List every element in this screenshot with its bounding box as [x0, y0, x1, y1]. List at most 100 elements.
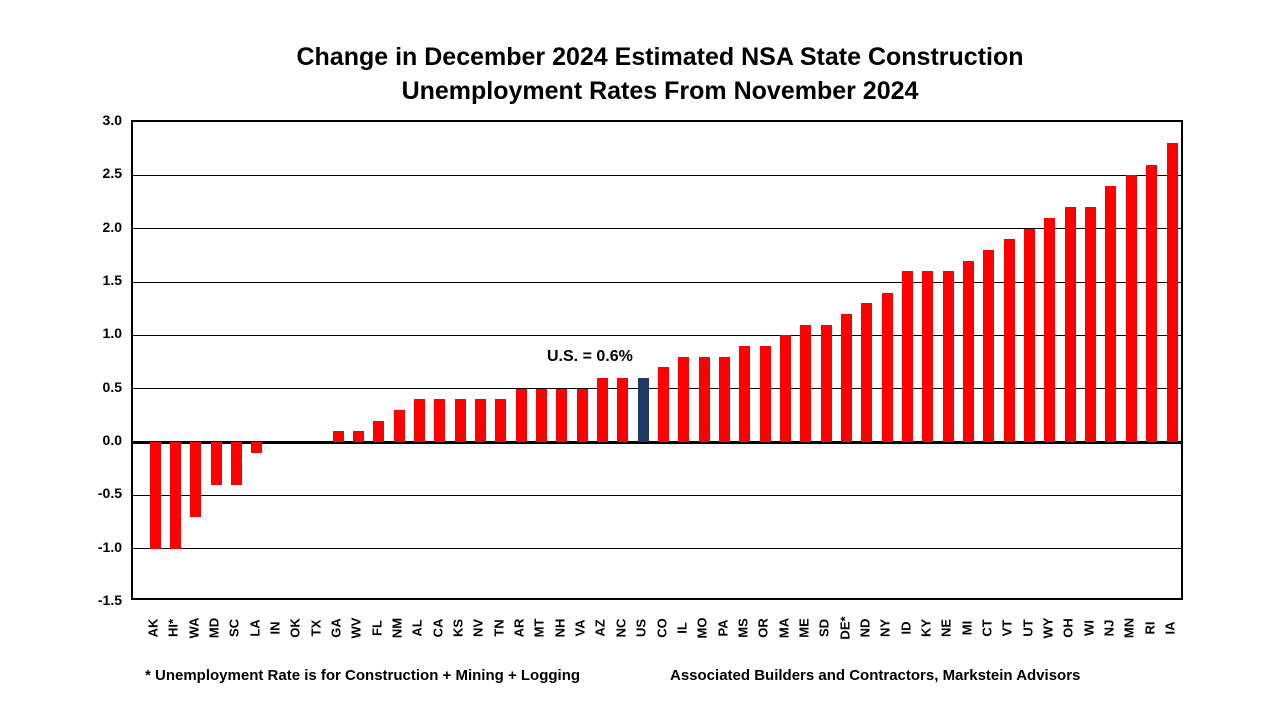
bar-OR: [759, 346, 771, 442]
x-tick-label-HI: HI*: [165, 618, 181, 638]
bar-OH: [1064, 207, 1076, 442]
x-tick-label-AZ: AZ: [592, 619, 608, 637]
x-tick-label-KS: KS: [450, 618, 466, 638]
x-tick-label-UT: UT: [1020, 619, 1036, 637]
gridline: [133, 228, 1181, 230]
y-tick-label: 0.0: [102, 432, 122, 448]
gridline: [133, 281, 1181, 283]
x-tick-label-NC: NC: [613, 618, 629, 638]
x-tick-label-MO: MO: [694, 617, 710, 639]
bar-MA: [780, 335, 792, 442]
y-tick-label: -1.0: [97, 538, 122, 555]
y-tick-label: -1.5: [97, 592, 122, 608]
gridline: [133, 494, 1181, 496]
bar-ME: [800, 324, 812, 442]
x-tick-label-ME: ME: [796, 618, 812, 638]
y-tick-label: 1.5: [102, 272, 122, 288]
x-tick-label-WV: WV: [348, 617, 364, 639]
bar-AL: [413, 399, 425, 442]
bar-MD: [210, 442, 222, 485]
x-tick-label-CO: CO: [654, 618, 669, 638]
y-tick-label: 2.5: [102, 165, 122, 182]
chart-title-line2: Unemployment Rates From November 2024: [401, 77, 919, 105]
y-tick-label: 3.0: [102, 112, 122, 128]
x-tick-label-AR: AR: [511, 618, 527, 638]
footnote-asterisk: * Unemployment Rate is for Construction …: [145, 667, 581, 684]
x-tick-label-MI: MI: [959, 620, 975, 636]
x-tick-label-NE: NE: [938, 618, 954, 638]
x-tick-label-SD: SD: [816, 618, 832, 638]
x-tick-label-KY: KY: [918, 618, 934, 638]
bar-MT: [535, 388, 547, 442]
x-tick-label-NV: NV: [470, 618, 486, 638]
x-tick-label-OK: OK: [287, 618, 303, 638]
x-tick-label-AK: AK: [145, 618, 161, 638]
x-tick-label-WA: WA: [186, 617, 202, 639]
bar-LA: [251, 442, 263, 453]
y-tick-label: 2.0: [102, 218, 122, 235]
y-tick-label: 1.0: [102, 325, 122, 342]
bar-NM: [393, 410, 405, 442]
bar-IA: [1166, 143, 1178, 442]
x-tick-label-RI: RI: [1142, 621, 1158, 635]
x-tick-label-CT: CT: [979, 619, 995, 637]
x-tick-label-WI: WI: [1081, 620, 1097, 636]
bar-WV: [352, 431, 364, 442]
x-tick-label-TN: TN: [491, 619, 507, 637]
bar-NJ: [1105, 186, 1117, 442]
x-tick-label-NY: NY: [877, 618, 893, 638]
bar-WI: [1085, 207, 1097, 442]
gridline: [133, 334, 1181, 336]
x-tick-label-US: US: [633, 618, 649, 638]
bar-UT: [1024, 228, 1036, 442]
x-tick-label-WY: WY: [1040, 617, 1056, 639]
x-tick-label-CA: CA: [430, 618, 446, 638]
bar-KS: [454, 399, 466, 442]
bar-RI: [1146, 164, 1158, 442]
x-tick-label-PA: PA: [715, 619, 731, 637]
bar-WY: [1044, 218, 1056, 442]
bar-HI: [169, 442, 181, 549]
bar-MI: [963, 260, 975, 442]
plot-area: [131, 120, 1183, 600]
bar-NH: [556, 388, 568, 442]
bar-DE: [841, 314, 853, 442]
bar-FL: [373, 420, 385, 442]
x-tick-label-IN: IN: [267, 621, 283, 635]
source-attribution: Associated Builders and Contractors, Mar…: [670, 667, 1081, 684]
x-tick-label-NJ: NJ: [1101, 619, 1117, 637]
bar-SC: [230, 442, 242, 485]
bar-GA: [332, 431, 344, 442]
bar-MS: [739, 346, 751, 442]
gridline: [133, 548, 1181, 550]
x-tick-label-ID: ID: [898, 621, 914, 635]
chart-title: Change in December 2024 Estimated NSA St…: [40, 40, 1280, 108]
y-tick-label: -0.5: [97, 485, 122, 502]
x-tick-label-MS: MS: [735, 618, 751, 638]
bar-CO: [658, 367, 669, 442]
bar-NC: [617, 378, 629, 442]
x-tick-label-GA: GA: [328, 618, 344, 638]
us-value-annotation: U.S. = 0.6%: [547, 348, 633, 365]
x-tick-label-OH: OH: [1060, 618, 1076, 638]
bar-KY: [922, 271, 934, 442]
bar-NY: [881, 292, 893, 442]
x-tick-label-FL: FL: [369, 620, 385, 636]
x-tick-label-IA: IA: [1162, 621, 1178, 635]
x-tick-label-OR: OR: [755, 618, 771, 638]
bar-CT: [983, 250, 995, 442]
x-tick-label-LA: LA: [247, 619, 263, 637]
x-tick-label-MT: MT: [531, 618, 547, 638]
bar-ID: [902, 271, 914, 442]
zero-axis-line: [133, 440, 1181, 444]
x-tick-label-TX: TX: [308, 619, 324, 637]
y-tick-label: 0.5: [102, 378, 122, 395]
x-tick-label-MA: MA: [776, 617, 792, 639]
bar-ND: [861, 303, 873, 442]
bar-MO: [698, 356, 710, 442]
gridline: [133, 174, 1181, 176]
bar-AK: [149, 442, 161, 549]
bar-IL: [678, 356, 690, 442]
bar-NE: [942, 271, 954, 442]
